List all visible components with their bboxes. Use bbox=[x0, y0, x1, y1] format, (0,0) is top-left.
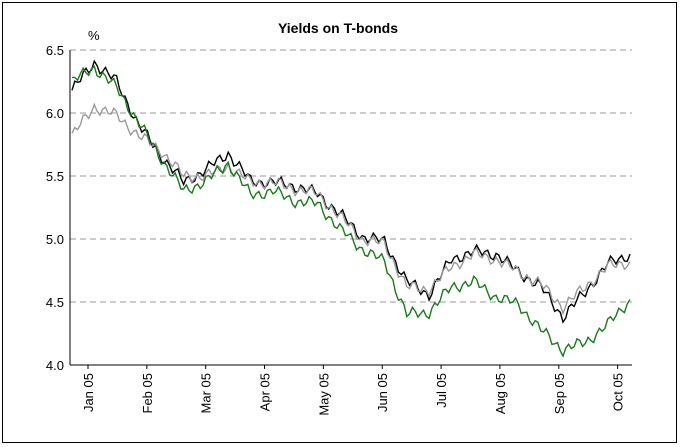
x-tick-label: Jan 05 bbox=[81, 373, 96, 412]
series-line-3 bbox=[72, 65, 631, 358]
x-tick-label: Mar 05 bbox=[199, 373, 214, 413]
x-tick-label: Aug 05 bbox=[493, 373, 508, 414]
y-tick-label: 4.5 bbox=[46, 295, 64, 310]
y-axis-unit-label: % bbox=[88, 28, 100, 43]
y-tick-label: 5.0 bbox=[46, 232, 64, 247]
x-tick-label: Jul 05 bbox=[434, 373, 449, 408]
x-tick-labels: Jan 05 Feb 05 Mar 05 Apr 05 May 05 Jun 05 Jul … bbox=[81, 373, 626, 416]
series-lines bbox=[71, 59, 631, 358]
grid-lines bbox=[70, 49, 632, 303]
x-tick-label: Sep 05 bbox=[552, 373, 567, 414]
x-tick-label: Feb 05 bbox=[140, 373, 155, 413]
y-tick-label: 4.0 bbox=[46, 358, 64, 373]
series-line-2 bbox=[71, 102, 631, 316]
chart-title: Yields on T-bonds bbox=[278, 20, 398, 36]
y-tick-label: 6.5 bbox=[46, 43, 64, 58]
y-tick-label: 6.0 bbox=[46, 106, 64, 121]
y-tick-labels: 4.0 4.5 5.0 5.5 6.0 6.5 bbox=[46, 43, 64, 373]
y-tick-label: 5.5 bbox=[46, 169, 64, 184]
x-tick-label: Oct 05 bbox=[611, 373, 626, 411]
axes bbox=[69, 50, 632, 369]
x-tick-label: May 05 bbox=[316, 373, 331, 416]
x-tick-label: Apr 05 bbox=[258, 373, 273, 411]
series-line-1 bbox=[71, 59, 631, 324]
x-tick-label: Jun 05 bbox=[375, 373, 390, 412]
